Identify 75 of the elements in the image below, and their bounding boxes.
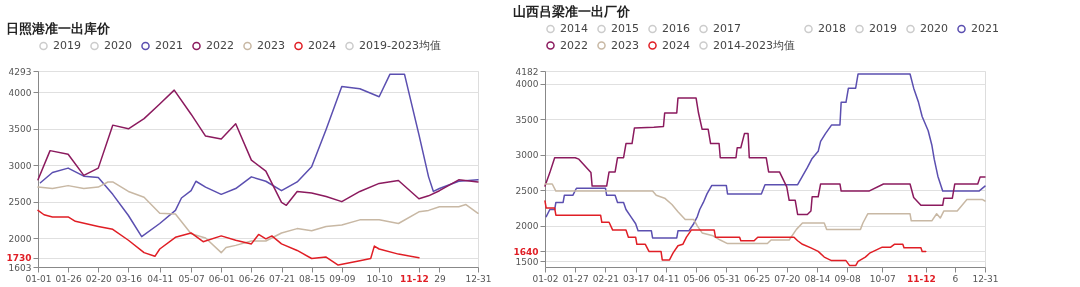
x-tick-label: 04-11 (653, 273, 680, 284)
legend-label: 2020 (104, 38, 132, 52)
chart-title: 日照港准一出库价 (5, 21, 111, 36)
legend-label: 2024 (308, 38, 336, 52)
x-tick-label: 11-12 (906, 273, 936, 284)
y-tick-label: 3000 (515, 150, 539, 161)
legend-label: 2024 (662, 38, 690, 52)
x-tick-label: 06-26 (238, 273, 266, 284)
legend-label: 2014 (560, 21, 588, 35)
x-tick-label: 03-16 (115, 273, 143, 284)
legend-label: 2023 (257, 38, 285, 52)
legend-label: 2019-2023均值 (359, 38, 441, 52)
y-tick-label: 4000 (515, 79, 539, 90)
x-tick-label: 29 (434, 273, 446, 284)
legend-label: 2022 (206, 38, 234, 52)
legend-label: 2016 (662, 21, 690, 35)
x-tick-label: 06-01 (208, 273, 235, 284)
y-tick-label: 3500 (8, 124, 32, 135)
x-tick-label: 03-17 (623, 273, 650, 284)
x-tick-label: 10-07 (869, 273, 896, 284)
y-tick-label: 3500 (515, 114, 539, 125)
line-series (39, 73, 479, 238)
x-tick-label: 12-31 (465, 273, 492, 284)
x-tick-label: 6 (952, 273, 959, 284)
legend-label: 2019 (53, 38, 81, 52)
x-tick-label: 08-14 (804, 273, 831, 284)
legend-label: 2018 (818, 21, 846, 35)
legend-label: 2021 (971, 21, 999, 35)
y-tick-label: 3000 (8, 160, 32, 171)
x-tick-label: 12-31 (972, 273, 999, 284)
x-tick-label: 01-01 (25, 273, 52, 284)
x-tick-label: 09-08 (834, 273, 862, 284)
y-tick-label: 1640 (513, 246, 539, 257)
y-tick-label: 4000 (8, 87, 32, 98)
y-tick-label: 2000 (8, 233, 32, 244)
y-tick-label: 4293 (8, 66, 32, 77)
y-tick-label: 1500 (515, 256, 539, 267)
line-series (37, 181, 479, 254)
y-tick-label: 2000 (515, 221, 539, 232)
x-tick-label: 05-06 (683, 273, 710, 284)
x-tick-label: 10-10 (366, 273, 393, 284)
legend-label: 2019 (869, 21, 897, 35)
x-tick-label: 07-20 (774, 273, 801, 284)
x-tick-label: 08-15 (299, 273, 326, 284)
x-tick-label: 06-25 (743, 273, 771, 284)
x-tick-label: 02-20 (85, 273, 113, 284)
chart-title: 山西吕梁准一出厂价 (512, 4, 631, 19)
line-series (544, 183, 986, 245)
y-tick-label: 1730 (6, 253, 32, 264)
line-series (37, 209, 420, 266)
line-series (37, 89, 479, 207)
legend-label: 2017 (713, 21, 741, 35)
x-tick-label: 07-21 (268, 273, 296, 284)
legend-label: 2014-2023均值 (713, 38, 795, 52)
y-tick-label: 4182 (515, 66, 539, 77)
x-tick-label: 09-09 (329, 273, 356, 284)
line-series (544, 97, 986, 216)
x-tick-label: 05-31 (713, 273, 740, 284)
legend-label: 2023 (611, 38, 639, 52)
y-tick-label: 2500 (8, 197, 32, 208)
legend-label: 2022 (560, 38, 588, 52)
x-tick-label: 02-21 (592, 273, 620, 284)
line-series (544, 200, 927, 267)
y-tick-label: 2500 (515, 185, 539, 196)
legend-label: 2020 (920, 21, 948, 35)
x-tick-label: 04-11 (147, 273, 174, 284)
x-tick-label: 11-12 (400, 273, 429, 284)
x-tick-label: 01-26 (55, 273, 82, 284)
legend-label: 2021 (155, 38, 183, 52)
y-tick-label: 1603 (8, 262, 32, 273)
x-tick-label: 01-27 (562, 273, 589, 284)
legend-label: 2015 (611, 21, 639, 35)
x-tick-label: 05-07 (178, 273, 205, 284)
line-series (545, 73, 986, 239)
x-tick-label: 01-02 (532, 273, 559, 284)
